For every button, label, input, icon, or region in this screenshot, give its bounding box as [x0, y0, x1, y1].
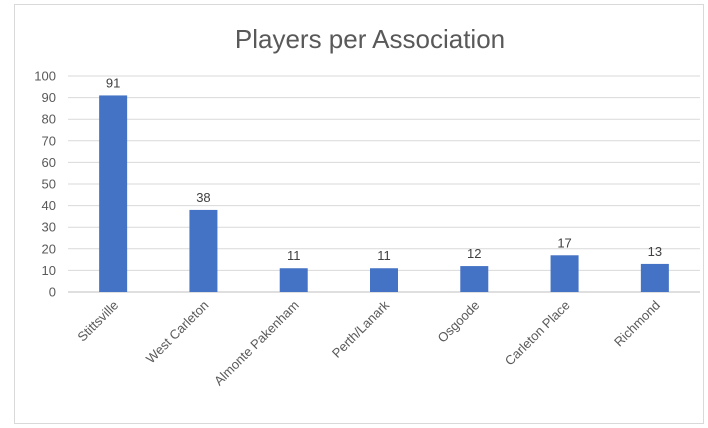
y-tick-label: 50 [42, 177, 56, 192]
x-category-label: Almonte Pakenham [211, 298, 302, 389]
bar [370, 268, 398, 292]
x-category-label: Carleton Place [502, 298, 573, 369]
chart-title: Players per Association [235, 24, 505, 54]
x-category-label: Osgoode [434, 298, 482, 346]
data-label: 38 [196, 190, 210, 205]
bar [99, 95, 128, 292]
bar [550, 255, 579, 292]
data-labels: 91 38 11 11 12 17 13 [106, 75, 662, 263]
y-tick-label: 10 [42, 263, 56, 278]
y-axis-ticks: 0 10 20 30 40 50 60 70 80 90 100 [34, 69, 56, 300]
bar [640, 263, 669, 292]
x-category-label: Richmond [611, 298, 663, 350]
x-category-label: West Carleton [143, 298, 212, 367]
y-tick-label: 100 [34, 69, 56, 84]
x-axis-categories: Stittsville West Carleton Almonte Pakenham… [74, 297, 663, 388]
bars [99, 95, 669, 292]
data-label: 17 [557, 235, 571, 250]
data-label: 11 [287, 248, 301, 263]
y-tick-label: 60 [42, 155, 56, 170]
x-category-label: Stittsville [74, 298, 121, 345]
data-label: 13 [648, 244, 662, 259]
y-tick-label: 90 [42, 90, 56, 105]
y-tick-label: 0 [49, 285, 56, 300]
data-label: 11 [377, 248, 391, 263]
data-label: 12 [467, 246, 481, 261]
y-tick-label: 30 [42, 220, 56, 235]
gridlines [68, 75, 700, 293]
y-tick-label: 80 [42, 112, 56, 127]
data-label: 91 [106, 75, 120, 90]
chart-frame [14, 4, 704, 424]
bar [189, 209, 218, 292]
bar [279, 268, 308, 292]
x-category-label: Perth/Lanark [329, 297, 393, 361]
bar [460, 266, 489, 292]
y-tick-label: 40 [42, 198, 56, 213]
y-tick-label: 20 [42, 241, 56, 256]
y-tick-label: 70 [42, 133, 56, 148]
